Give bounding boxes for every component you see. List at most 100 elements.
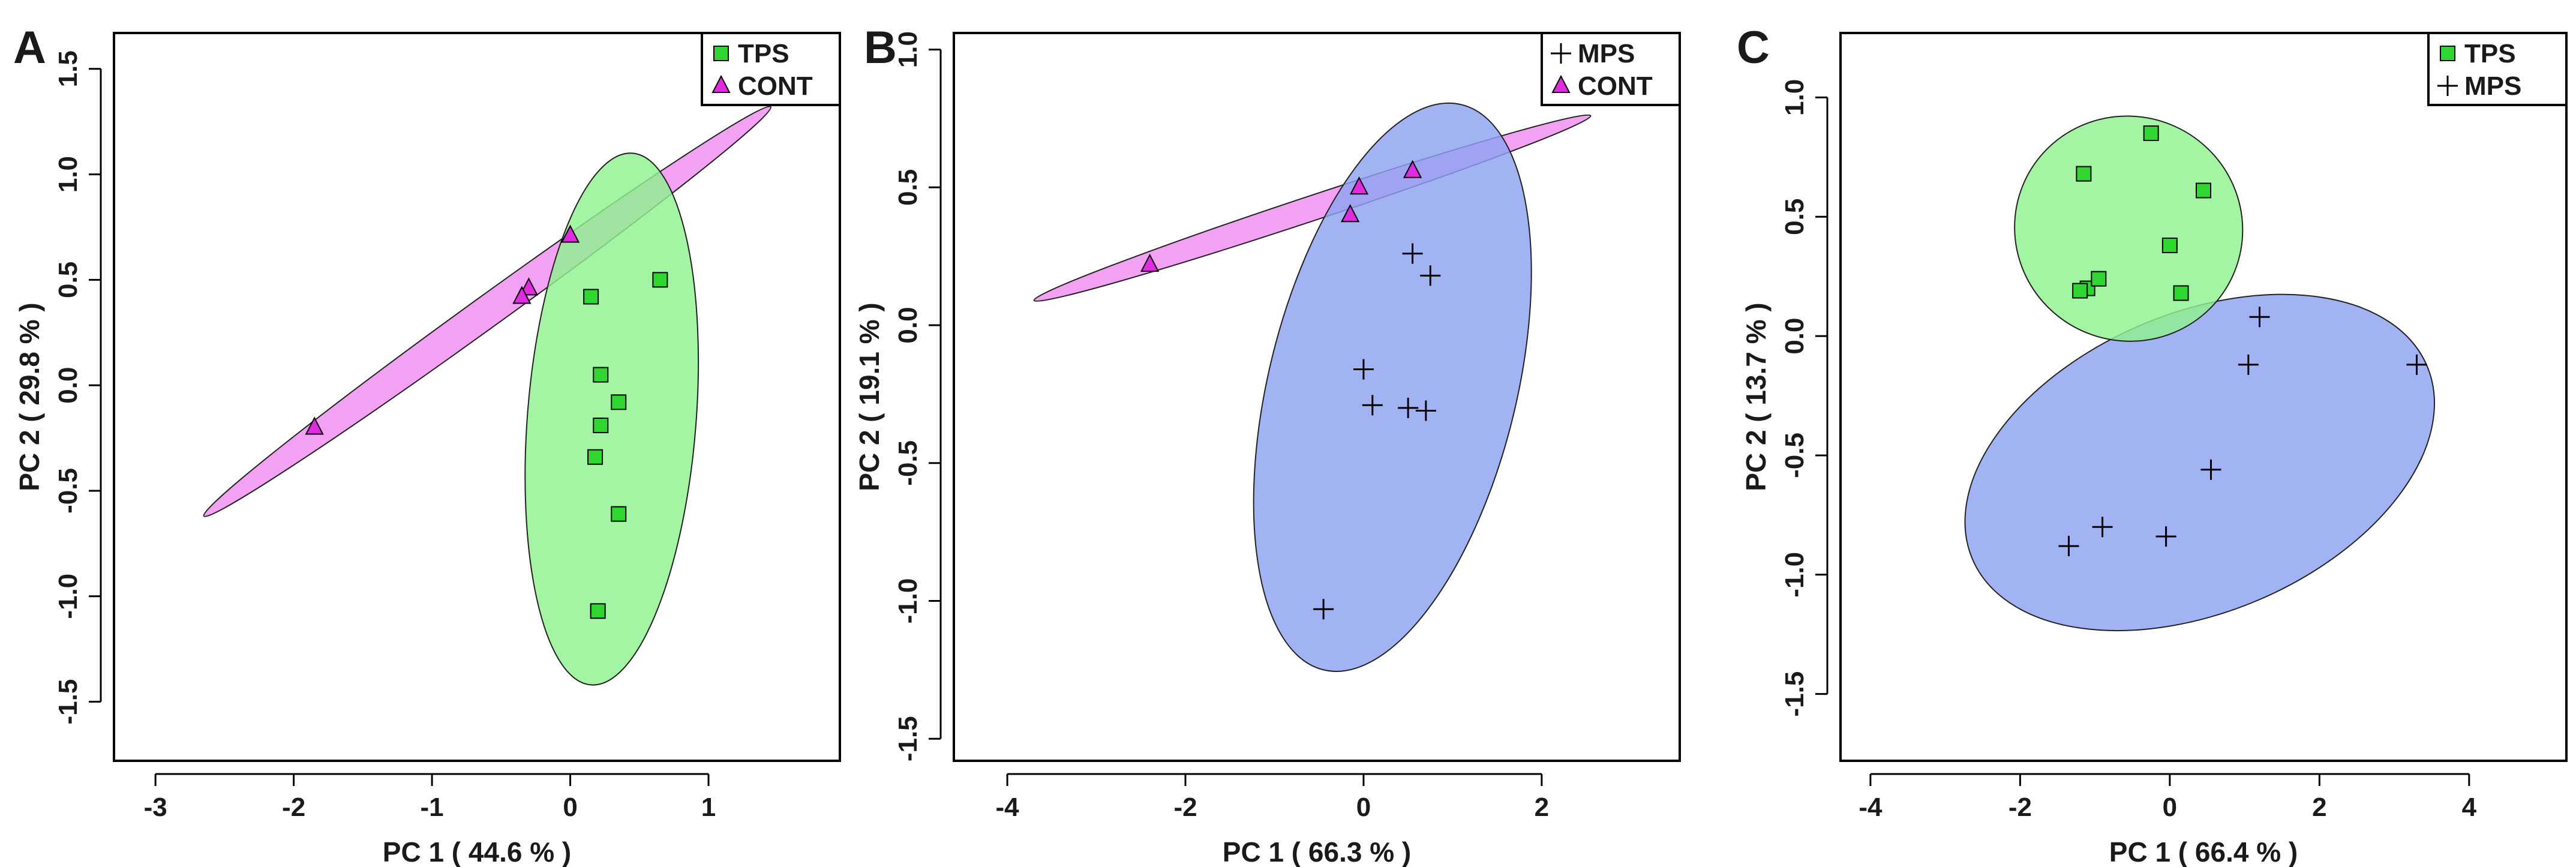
x-tick-label: -2 xyxy=(282,793,305,822)
y-tick-label: 0.0 xyxy=(1780,317,1809,354)
legend-label-tps: TPS xyxy=(738,39,789,68)
legend-marker-cont xyxy=(1551,74,1571,93)
legend-label-mps: MPS xyxy=(1578,39,1635,68)
plot-frame xyxy=(953,32,1681,762)
x-axis: -3 -2 -1 0 1 xyxy=(144,773,716,822)
point-tps xyxy=(593,417,609,433)
y-tick-label: -0.5 xyxy=(1780,433,1809,478)
panel-label: C xyxy=(1737,22,1770,73)
x-axis: -4 -2 0 2 xyxy=(996,773,1549,822)
x-tick-label: -3 xyxy=(144,793,167,822)
data-points xyxy=(2058,125,2427,557)
point-tps xyxy=(2072,283,2088,299)
point-tps xyxy=(2076,166,2092,182)
point-mps xyxy=(2058,536,2079,557)
point-tps xyxy=(587,449,604,465)
point-tps xyxy=(611,394,627,410)
point-tps xyxy=(590,603,606,619)
y-tick-label: 1.0 xyxy=(893,31,923,68)
legend-box xyxy=(1541,32,1681,106)
data-points xyxy=(305,224,668,619)
x-tick-label: 0 xyxy=(563,793,577,822)
x-tick-label: 0 xyxy=(1356,793,1371,822)
plot-frame xyxy=(113,32,841,762)
point-cont xyxy=(519,277,539,296)
y-tick-label: 0.5 xyxy=(53,262,83,298)
ellipse-mps xyxy=(1253,102,1532,672)
point-tps xyxy=(611,506,627,522)
panel-a: -3 -2 -1 0 1 -1.5 -1.0 -0.5 0.0 0.5 1.0 1.5 PC 1 ( 4… xyxy=(13,22,841,867)
legend-box xyxy=(2427,32,2568,106)
point-mps xyxy=(1398,397,1419,418)
point-cont xyxy=(560,224,580,243)
point-mps xyxy=(2406,354,2427,375)
x-axis: -4 -2 0 2 4 xyxy=(1859,773,2477,822)
legend-label-cont: CONT xyxy=(1578,71,1653,101)
y-tick-label: -1.0 xyxy=(1780,552,1809,598)
y-axis-title: PC 2 ( 19.1 % ) xyxy=(854,302,885,491)
y-tick-label: 1.0 xyxy=(1780,79,1809,116)
ellipses xyxy=(203,106,772,686)
y-tick-label: -1.0 xyxy=(893,578,923,624)
panel-c: -4 -2 0 2 4 -1.5 -1.0 -0.5 0.0 0.5 1.0 PC 1 ( 66.4 … xyxy=(1737,22,2568,867)
legend: TPS CONT xyxy=(701,32,841,106)
legend-marker-cont xyxy=(711,74,731,93)
legend-marker-tps xyxy=(713,46,729,61)
x-axis-title: PC 1 ( 66.4 % ) xyxy=(2109,836,2298,867)
y-tick-label: -0.5 xyxy=(893,440,923,486)
point-mps xyxy=(1415,400,1436,421)
point-tps xyxy=(593,367,609,383)
point-tps xyxy=(583,289,599,305)
legend-marker-tps xyxy=(2440,46,2455,61)
x-axis-title: PC 1 ( 66.3 % ) xyxy=(1223,836,1411,867)
y-tick-label: -1.0 xyxy=(53,574,83,619)
point-cont xyxy=(512,286,532,304)
data-points xyxy=(1140,160,1441,620)
plot-frame xyxy=(1839,32,2568,762)
x-tick-label: 0 xyxy=(2163,793,2177,822)
x-tick-label: 4 xyxy=(2462,793,2477,822)
x-tick-label: -4 xyxy=(996,793,1020,822)
y-tick-label: -1.5 xyxy=(1780,671,1809,717)
x-tick-label: 2 xyxy=(2312,793,2326,822)
point-mps xyxy=(1313,599,1334,620)
legend-label-mps: MPS xyxy=(2464,71,2521,101)
panel-b: -4 -2 0 2 -1.5 -1.0 -0.5 0.0 0.5 1.0 PC 1 ( 66.3 %… xyxy=(854,22,1681,867)
y-tick-label: 0.5 xyxy=(893,169,923,206)
point-mps xyxy=(1353,359,1374,380)
y-tick-label: 0.5 xyxy=(1780,199,1809,235)
y-tick-label: 0.0 xyxy=(893,307,923,343)
point-cont xyxy=(305,416,324,435)
y-tick-label: 0.0 xyxy=(53,367,83,404)
legend: TPS MPS xyxy=(2427,32,2568,106)
point-cont xyxy=(1140,253,1160,272)
point-cont xyxy=(1341,204,1360,223)
ellipse-tps xyxy=(524,152,699,686)
y-tick-label: 1.5 xyxy=(53,50,83,87)
point-tps xyxy=(2143,125,2159,142)
point-mps xyxy=(1420,265,1441,286)
point-tps xyxy=(2161,237,2178,253)
panel-label: B xyxy=(864,22,897,73)
point-cont xyxy=(1349,176,1369,195)
x-tick-label: -1 xyxy=(421,793,444,822)
point-mps xyxy=(2249,307,2270,328)
legend-marker-mps xyxy=(2437,76,2458,96)
x-axis-title: PC 1 ( 44.6 % ) xyxy=(383,836,571,867)
point-tps xyxy=(2091,271,2107,287)
panel-label: A xyxy=(13,22,46,73)
point-mps xyxy=(1402,243,1423,264)
x-tick-label: -2 xyxy=(1173,793,1197,822)
x-tick-label: -2 xyxy=(2008,793,2032,822)
point-mps xyxy=(1362,395,1383,416)
point-cont xyxy=(1403,160,1422,178)
legend-marker-mps xyxy=(1551,43,1571,64)
legend-label-tps: TPS xyxy=(2464,39,2516,68)
point-mps xyxy=(2200,459,2221,480)
y-axis-title: PC 2 ( 13.7 % ) xyxy=(1740,302,1772,491)
x-tick-label: 1 xyxy=(701,793,716,822)
ellipses xyxy=(1033,102,1592,672)
x-tick-label: -4 xyxy=(1859,793,1883,822)
y-axis: -1.5 -1.0 -0.5 0.0 0.5 1.0 xyxy=(893,31,942,761)
